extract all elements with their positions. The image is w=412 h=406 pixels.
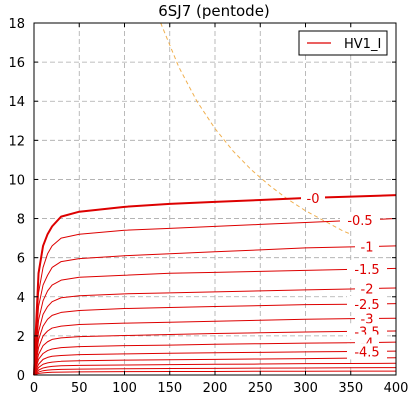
ticks-layer: 0 50 100 150 200 250 300 350 400 0 2 4 6 8 10 12 14 16 18	[8, 17, 408, 396]
curve-label: -0	[307, 192, 320, 207]
x-tick-label: 250	[248, 381, 273, 396]
dissipation-layer	[160, 22, 351, 235]
series-line	[33, 267, 397, 376]
series-line	[33, 341, 397, 376]
curve-label-background	[355, 310, 379, 327]
curve-label-background	[347, 261, 387, 278]
legend: HV1_I	[298, 30, 388, 56]
dissipation-curve	[160, 22, 351, 235]
y-tick-label: 12	[8, 134, 25, 149]
curve-label: -1	[361, 241, 374, 256]
curve-label-background	[340, 212, 380, 229]
series-line	[33, 362, 397, 376]
x-tick-label: 150	[157, 381, 182, 396]
x-tick-label: 100	[112, 381, 137, 396]
curve-label-background	[355, 280, 379, 297]
y-tick-label: 14	[8, 95, 25, 110]
series-line	[33, 330, 397, 376]
curve-label-background	[301, 189, 325, 206]
series-line	[33, 357, 397, 376]
series-line	[33, 194, 397, 376]
curve-label: -4.5	[354, 345, 379, 360]
curve-label: -0.5	[347, 214, 372, 229]
x-tick-label: 0	[30, 381, 38, 396]
x-tick-label: 400	[384, 381, 409, 396]
curve-label: -1.5	[354, 263, 379, 278]
legend-label: HV1_I	[344, 37, 381, 52]
curve-labels-layer: -0-0.5-1-1.5-2-2.5-3-3.5-4-4.5	[301, 189, 387, 360]
y-tick-label: 6	[17, 252, 25, 267]
series-line	[33, 245, 397, 376]
y-tick-label: 10	[8, 173, 25, 188]
y-tick-label: 4	[17, 291, 25, 306]
chart-title: 6SJ7 (pentode)	[158, 2, 270, 20]
curve-label: -2.5	[354, 298, 379, 313]
curve-label: -2	[361, 283, 374, 298]
x-tick-label: 50	[71, 381, 88, 396]
series-line	[33, 367, 397, 376]
curve-label-background	[355, 238, 379, 255]
x-tick-label: 350	[338, 381, 363, 396]
y-tick-label: 8	[17, 213, 25, 228]
curve-label-background	[347, 343, 387, 360]
y-tick-label: 18	[8, 17, 25, 32]
y-tick-label: 16	[8, 56, 25, 71]
series-line	[33, 317, 397, 376]
x-tick-label: 200	[203, 381, 228, 396]
curve-label-background	[347, 295, 387, 312]
series-line	[33, 287, 397, 376]
series-line	[33, 303, 397, 376]
x-tick-label: 300	[293, 381, 318, 396]
series-line	[33, 218, 397, 376]
y-tick-label: 2	[17, 330, 25, 345]
y-tick-label: 0	[17, 369, 25, 384]
series-line	[33, 350, 397, 376]
